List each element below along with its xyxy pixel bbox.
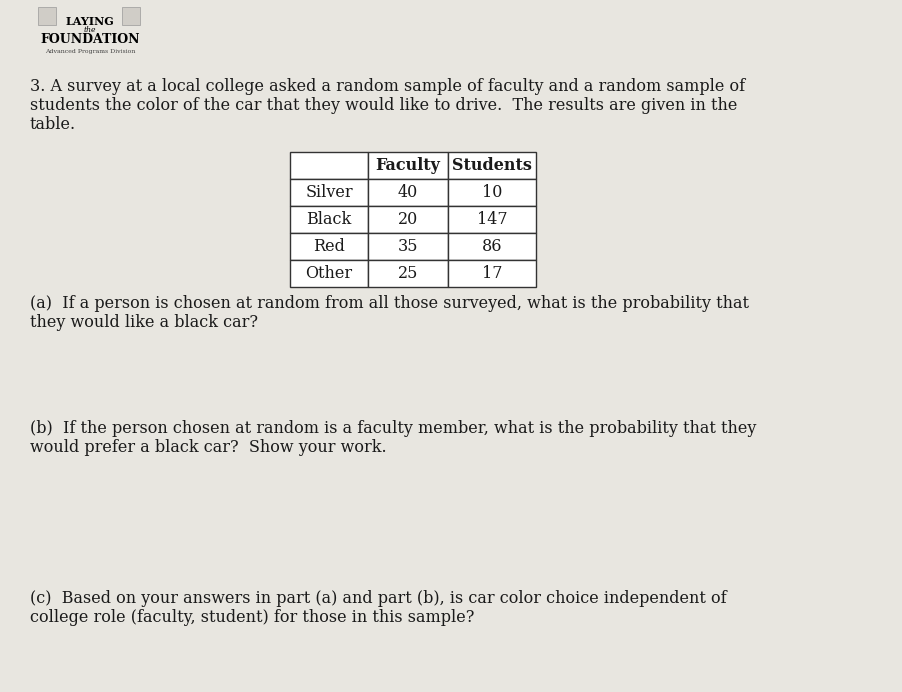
- Bar: [290, 233, 368, 260]
- Text: students the color of the car that they would like to drive.  The results are gi: students the color of the car that they …: [30, 97, 737, 114]
- Text: the: the: [84, 26, 97, 34]
- Text: would prefer a black car?  Show your work.: would prefer a black car? Show your work…: [30, 439, 386, 456]
- Text: Other: Other: [305, 265, 352, 282]
- Bar: [290, 260, 368, 287]
- Bar: [368, 233, 447, 260]
- Text: Students: Students: [452, 157, 531, 174]
- Text: Black: Black: [306, 211, 351, 228]
- Text: college role (faculty, student) for those in this sample?: college role (faculty, student) for thos…: [30, 609, 474, 626]
- Bar: [290, 206, 368, 233]
- Bar: [447, 260, 536, 287]
- Text: Silver: Silver: [305, 184, 353, 201]
- Text: Red: Red: [313, 238, 345, 255]
- Bar: [447, 206, 536, 233]
- Text: table.: table.: [30, 116, 76, 133]
- Bar: [447, 233, 536, 260]
- Text: 147: 147: [476, 211, 507, 228]
- Text: (c)  Based on your answers in part (a) and part (b), is car color choice indepen: (c) Based on your answers in part (a) an…: [30, 590, 726, 607]
- Text: 3. A survey at a local college asked a random sample of faculty and a random sam: 3. A survey at a local college asked a r…: [30, 78, 744, 95]
- Text: 17: 17: [481, 265, 502, 282]
- Text: Advanced Programs Division: Advanced Programs Division: [45, 49, 135, 54]
- Text: (b)  If the person chosen at random is a faculty member, what is the probability: (b) If the person chosen at random is a …: [30, 420, 756, 437]
- Bar: [122, 7, 140, 25]
- Text: they would like a black car?: they would like a black car?: [30, 314, 258, 331]
- Text: 10: 10: [482, 184, 502, 201]
- Text: 35: 35: [397, 238, 418, 255]
- Text: (a)  If a person is chosen at random from all those surveyed, what is the probab: (a) If a person is chosen at random from…: [30, 295, 748, 312]
- Text: FOUNDATION: FOUNDATION: [41, 33, 140, 46]
- Bar: [368, 206, 447, 233]
- Text: 86: 86: [481, 238, 502, 255]
- Text: Faculty: Faculty: [375, 157, 440, 174]
- Text: 25: 25: [398, 265, 418, 282]
- Bar: [290, 179, 368, 206]
- Text: 20: 20: [398, 211, 418, 228]
- Bar: [368, 260, 447, 287]
- Bar: [290, 152, 368, 179]
- Bar: [447, 152, 536, 179]
- Bar: [447, 179, 536, 206]
- Text: 40: 40: [398, 184, 418, 201]
- Bar: [368, 152, 447, 179]
- Text: LAYING: LAYING: [66, 16, 115, 27]
- Bar: [368, 179, 447, 206]
- Bar: [38, 7, 56, 25]
